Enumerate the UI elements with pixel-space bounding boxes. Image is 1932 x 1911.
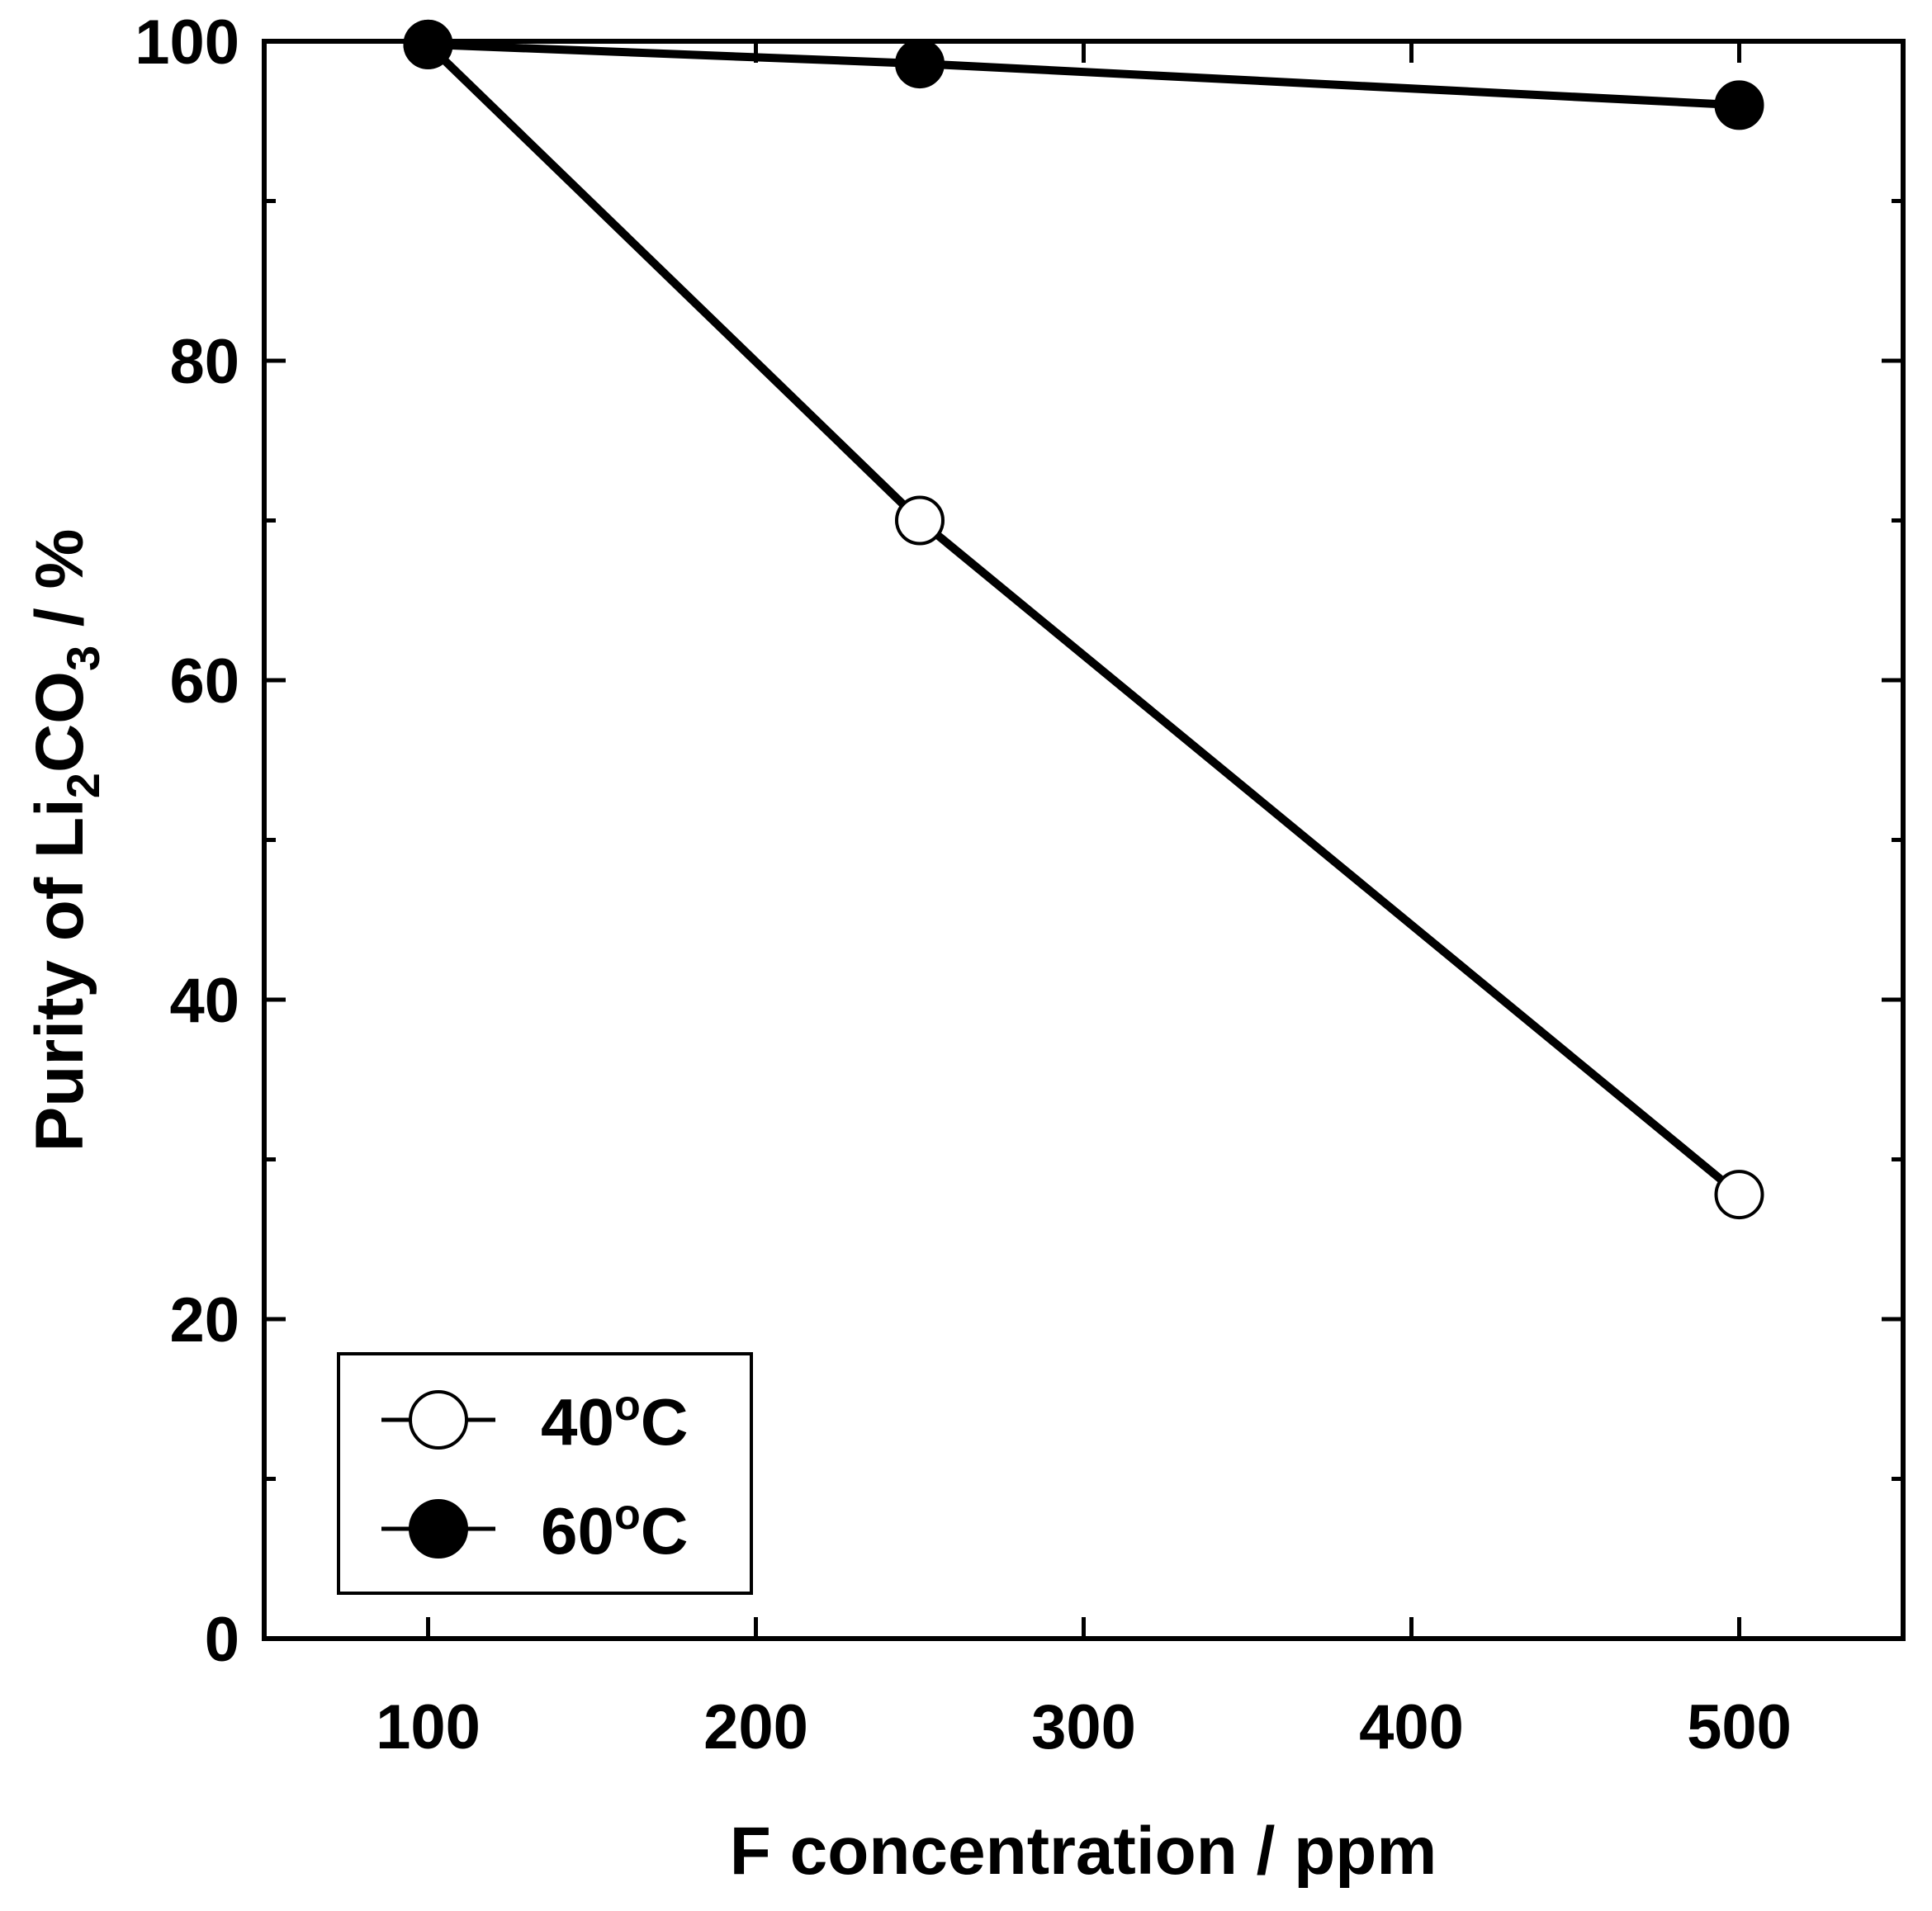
data-point-60c [895,39,945,89]
y-tick-label: 40 [169,966,239,1036]
x-tick-label: 400 [1359,1692,1464,1762]
legend-marker-40c [409,1390,468,1450]
legend: 40oC 60oC [337,1352,753,1595]
data-point-40c [1714,1170,1764,1220]
x-axis-title: F concentration / ppm [730,1814,1437,1889]
axis-tick-labels: 0 20 40 60 80 100 100 200 300 400 500 [135,7,1792,1762]
y-axis-title-subscript: 2 [57,773,109,798]
legend-marker-60c [409,1499,468,1559]
x-tick-label: 100 [376,1692,481,1762]
x-tick-label: 300 [1031,1692,1136,1762]
y-tick-label: 100 [135,7,239,78]
y-axis-title: Purity of Li2CO3 / % [22,529,109,1152]
data-point-60c [403,19,453,69]
data-point-40c [895,495,945,546]
legend-label-40c: 40oC [541,1382,689,1459]
legend-label-60c: 60oC [541,1491,689,1568]
y-tick-label: 60 [169,646,239,717]
y-axis-title-subscript: 3 [57,646,109,671]
y-tick-label: 80 [169,327,239,397]
y-axis-title-part: / % [22,529,97,646]
y-axis-title-part: Purity of Li [22,798,97,1152]
y-axis-title-part: CO [22,671,97,773]
x-tick-label: 500 [1687,1692,1792,1762]
y-tick-label: 20 [169,1285,239,1355]
x-tick-label: 200 [703,1692,808,1762]
series-line-40c [425,41,1742,1198]
y-tick-label: 0 [205,1605,239,1675]
data-point-60c [1714,80,1764,130]
legend-box [337,1352,753,1595]
series-layer [403,19,1764,1220]
